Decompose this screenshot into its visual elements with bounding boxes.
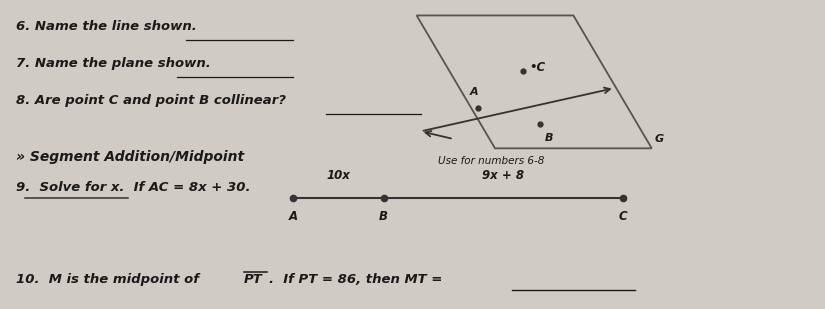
- Text: B: B: [380, 210, 388, 223]
- Text: •C: •C: [530, 61, 546, 74]
- Text: 7. Name the plane shown.: 7. Name the plane shown.: [16, 57, 211, 70]
- Text: 10x: 10x: [327, 169, 350, 182]
- Text: 9.  Solve for x.  If AC = 8x + 30.: 9. Solve for x. If AC = 8x + 30.: [16, 181, 251, 194]
- Text: Use for numbers 6-8: Use for numbers 6-8: [438, 156, 544, 166]
- Text: A: A: [288, 210, 298, 223]
- Text: 9x + 8: 9x + 8: [483, 169, 524, 182]
- Text: PT: PT: [244, 273, 263, 286]
- Text: C: C: [619, 210, 627, 223]
- Text: B: B: [544, 133, 553, 143]
- Text: » Segment Addition/Midpoint: » Segment Addition/Midpoint: [16, 150, 245, 164]
- Text: .  If PT = 86, then MT =: . If PT = 86, then MT =: [269, 273, 447, 286]
- Text: 6. Name the line shown.: 6. Name the line shown.: [16, 20, 197, 33]
- Text: 8. Are point C and point B collinear?: 8. Are point C and point B collinear?: [16, 94, 286, 107]
- Text: 10.  M is the midpoint of: 10. M is the midpoint of: [16, 273, 204, 286]
- Text: G: G: [654, 134, 663, 144]
- Text: A: A: [470, 87, 478, 97]
